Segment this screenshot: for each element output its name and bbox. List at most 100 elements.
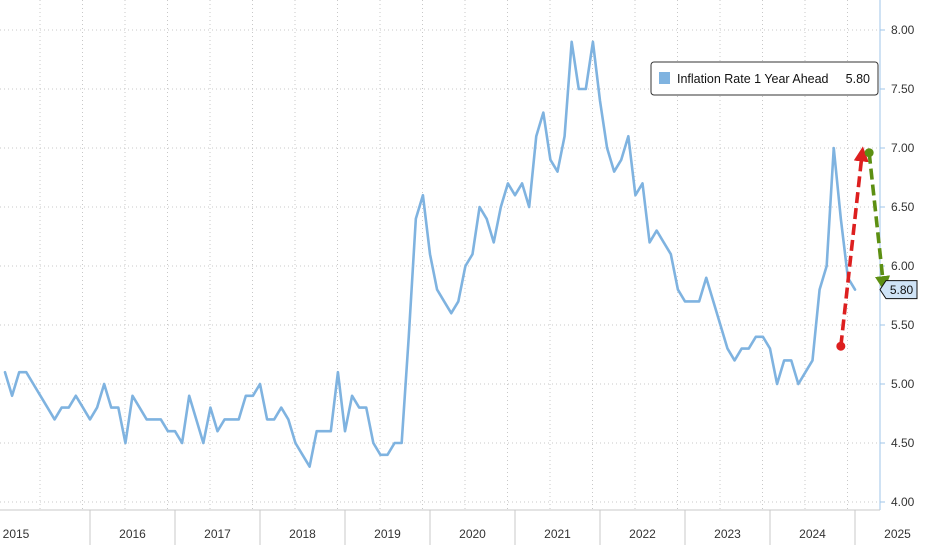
data-point [797,383,799,385]
data-point [684,300,686,302]
legend-value: 5.80 [846,72,870,86]
data-point [68,407,70,409]
data-point [854,289,856,291]
data-point [493,241,495,243]
y-tick-label: 5.50 [891,318,915,332]
data-point [294,442,297,444]
x-year-label: 2020 [459,527,486,541]
data-point [663,241,665,243]
data-point [53,418,56,420]
y-tick-label: 6.50 [891,200,915,214]
data-point [776,383,778,385]
data-point [188,395,190,397]
data-point [826,265,828,267]
data-point [733,359,736,361]
x-year-label: 2025 [884,527,911,541]
y-tick-label: 7.50 [891,82,915,96]
data-point [301,454,304,456]
data-point [677,289,679,291]
data-point [429,253,431,255]
data-point [415,218,417,220]
data-point [620,159,622,161]
data-point [705,277,707,279]
data-point [231,418,233,420]
data-point [337,371,339,373]
y-tick-label: 4.50 [891,436,915,450]
legend-swatch [659,72,670,84]
data-point [259,383,261,385]
data-point [769,348,771,350]
green-down-arrow [867,152,891,292]
data-point [75,395,77,397]
data-point [238,418,240,420]
data-point [514,194,516,196]
data-point [82,407,84,409]
data-point [726,348,729,350]
x-year-label: 2019 [374,527,401,541]
data-point [146,418,148,420]
data-point [578,88,580,90]
data-point [401,442,403,444]
data-point [308,466,311,468]
data-point [61,407,63,409]
data-point [606,147,608,149]
data-point [599,100,601,102]
data-point [436,289,438,291]
data-point [131,395,134,397]
x-year-label: 2021 [544,527,571,541]
data-point [804,371,807,373]
last-value-tag: 5.80 [879,280,918,300]
x-year-label: 2018 [289,527,316,541]
data-point [741,348,743,350]
data-point [273,418,275,420]
data-point [634,194,637,196]
annotations [836,146,891,351]
data-point [486,218,488,220]
x-year-label: 2024 [799,527,826,541]
data-point [287,418,289,420]
data-point [811,359,814,361]
data-point [4,371,6,373]
data-point [117,407,119,409]
data-point [712,300,714,302]
y-tick-label: 8.00 [891,23,915,37]
data-point [535,135,537,137]
data-point [46,407,49,409]
y-tick-label: 7.00 [891,141,915,155]
data-point [613,171,615,173]
data-point [138,407,141,409]
data-point [323,430,325,432]
data-point [32,383,34,385]
data-point [783,359,785,361]
data-point [478,206,481,208]
data-point [181,442,183,444]
data-point [202,442,204,444]
data-point [592,41,594,43]
data-point [762,336,764,338]
data-point [39,395,42,397]
data-point [571,41,573,43]
data-point [500,206,502,208]
data-point [627,135,629,137]
data-point [344,430,346,432]
data-point [641,182,644,184]
data-point [379,454,382,456]
data-point [351,395,353,397]
data-point [216,430,219,432]
data-point [521,182,523,184]
y-tick-label: 6.00 [891,259,915,273]
data-point [563,135,566,137]
data-point [110,407,112,409]
data-point [471,253,474,255]
data-point [698,300,700,302]
data-point [457,300,459,302]
data-point [549,159,552,161]
data-point [103,383,105,385]
y-tick-label: 5.00 [891,377,915,391]
data-point [330,430,332,432]
x-year-label: 2015 [3,527,30,541]
series-layer [3,40,857,468]
data-point [648,241,651,243]
data-point [96,407,98,409]
